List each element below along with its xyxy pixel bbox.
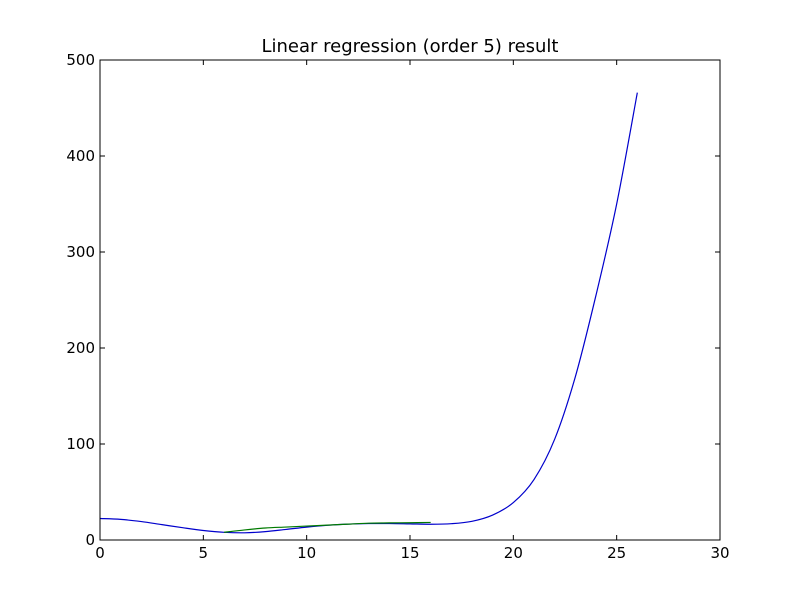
y-tick-label: 100 bbox=[66, 435, 95, 453]
x-tick-label: 25 bbox=[607, 544, 626, 562]
series-line-2 bbox=[223, 521, 431, 533]
y-tick-label: 400 bbox=[66, 147, 95, 165]
chart-title: Linear regression (order 5) result bbox=[261, 36, 558, 57]
x-tick-label: 15 bbox=[400, 544, 419, 562]
y-tick-label: 200 bbox=[66, 339, 95, 357]
x-tick-label: 30 bbox=[710, 544, 729, 562]
y-tick-label: 500 bbox=[66, 51, 95, 69]
series-line-1 bbox=[99, 92, 638, 534]
series-layer bbox=[99, 92, 638, 534]
plot-frame bbox=[99, 59, 721, 541]
y-tick-label: 0 bbox=[85, 531, 95, 549]
x-tick-label: 20 bbox=[504, 544, 523, 562]
x-tick-label: 0 bbox=[95, 544, 105, 562]
x-tick-label: 5 bbox=[199, 544, 209, 562]
y-tick-label: 300 bbox=[66, 243, 95, 261]
x-tick-label: 10 bbox=[297, 544, 316, 562]
